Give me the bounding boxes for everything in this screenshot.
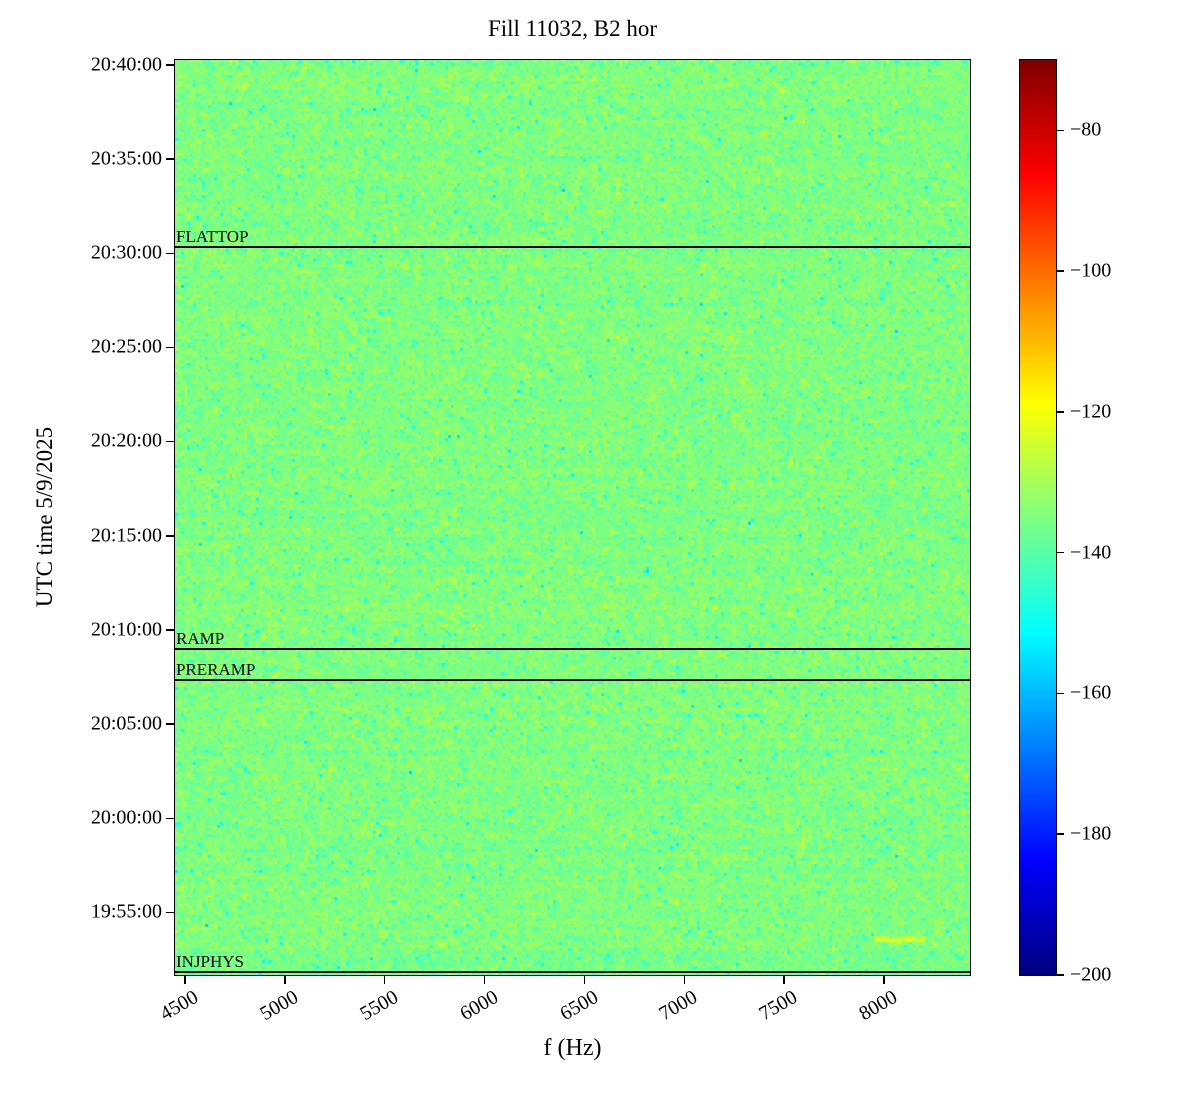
x-tick: [883, 976, 885, 984]
colorbar-tick-label: −160: [1070, 681, 1112, 704]
x-tick: [683, 976, 686, 984]
y-tick-label: 20:25:00: [90, 335, 162, 358]
colorbar-tick-label: −180: [1070, 822, 1112, 845]
colorbar-tick: [1057, 974, 1064, 976]
colorbar-tick-label: −100: [1070, 259, 1112, 282]
spectrogram-heatmap-canvas: [175, 60, 970, 975]
y-tick-label: 20:10:00: [90, 618, 162, 641]
colorbar-tick: [1057, 833, 1064, 835]
y-tick-label: 20:15:00: [90, 524, 162, 547]
colorbar-tick: [1057, 129, 1064, 132]
annotation-label-injphys: INJPHYS: [176, 952, 245, 972]
x-axis-label: f (Hz): [543, 1035, 602, 1061]
x-tick-label: 5500: [356, 986, 402, 1026]
y-tick: [166, 440, 174, 443]
x-tick: [583, 976, 586, 984]
plot-area: [174, 59, 971, 976]
y-tick-label: 19:55:00: [90, 900, 162, 923]
y-tick-label: 20:20:00: [90, 429, 162, 452]
y-axis-label: UTC time 5/9/2025: [32, 426, 57, 608]
y-tick-label: 20:00:00: [90, 806, 162, 829]
y-tick: [166, 158, 174, 160]
y-tick-label: 20:40:00: [90, 53, 162, 76]
x-tick-label: 5000: [256, 986, 302, 1026]
colorbar-gradient-canvas: [1020, 60, 1056, 975]
x-tick-label: 7000: [655, 986, 702, 1026]
plot-title: Fill 11032, B2 hor: [487, 16, 658, 41]
annotation-line-preramp: [175, 678, 970, 681]
y-tick: [166, 535, 174, 537]
x-tick: [284, 976, 286, 984]
x-tick-label: 8000: [855, 986, 902, 1026]
y-tick: [166, 723, 174, 725]
annotation-line-injphys: [175, 971, 970, 974]
colorbar-tick: [1057, 692, 1064, 695]
colorbar-tick: [1057, 551, 1064, 554]
y-tick: [166, 64, 174, 66]
annotation-label-preramp: PRERAMP: [176, 659, 256, 679]
colorbar-tick: [1057, 270, 1064, 272]
colorbar-tick-label: −120: [1070, 400, 1112, 423]
x-tick: [184, 976, 186, 984]
y-tick: [166, 629, 174, 631]
colorbar-tick-label: −140: [1070, 541, 1112, 564]
colorbar-tick: [1057, 411, 1064, 413]
y-tick: [166, 911, 174, 914]
colorbar-tick-label: −80: [1070, 118, 1102, 141]
x-tick: [383, 976, 386, 984]
y-tick: [166, 346, 174, 349]
annotation-line-ramp: [175, 647, 970, 650]
x-tick: [483, 976, 486, 984]
x-tick-label: 6000: [455, 986, 502, 1026]
colorbar: [1019, 59, 1057, 976]
y-tick-label: 20:35:00: [90, 147, 162, 170]
annotation-label-flattop: FLATTOP: [176, 226, 249, 246]
colorbar-tick-label: −200: [1070, 963, 1112, 986]
x-tick-label: 6500: [555, 986, 602, 1026]
y-tick-label: 20:05:00: [90, 712, 162, 735]
annotation-label-ramp: RAMP: [176, 628, 225, 648]
x-tick-label: 4500: [156, 986, 202, 1026]
annotation-line-flattop: [175, 245, 970, 248]
y-tick-label: 20:30:00: [90, 241, 162, 264]
y-tick: [166, 817, 174, 820]
x-tick: [783, 976, 785, 984]
y-tick: [166, 252, 174, 255]
x-tick-label: 7500: [755, 986, 802, 1026]
